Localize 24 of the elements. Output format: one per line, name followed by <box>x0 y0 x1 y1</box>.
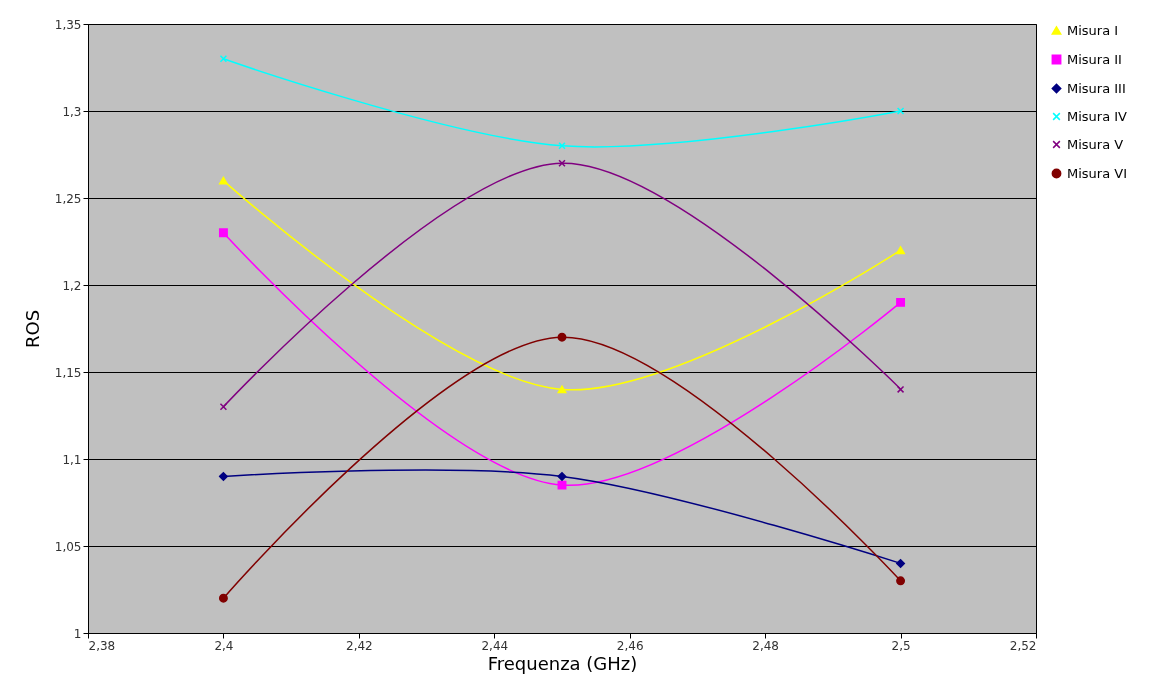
y-axis-title: ROS <box>21 309 43 349</box>
legend-label: Misura II <box>1067 51 1122 67</box>
x-tick-label: 2,4 <box>214 638 234 653</box>
x-tick-label: 2,46 <box>616 638 644 653</box>
x-tick-label: 2,42 <box>346 638 373 653</box>
y-tick-label: 1,2 <box>62 278 82 293</box>
x-tick-label: 2,5 <box>891 638 911 653</box>
y-tick-label: 1,35 <box>54 17 82 32</box>
x-tick-label: 2,44 <box>481 638 509 653</box>
legend-label: Misura VI <box>1067 165 1128 181</box>
x-axis-title: Frequenza (GHz) <box>487 652 638 674</box>
y-tick-label: 1 <box>73 626 82 641</box>
legend-label: Misura III <box>1067 80 1126 96</box>
legend-label: Misura IV <box>1067 108 1128 124</box>
y-tick-label: 1,05 <box>54 539 82 554</box>
y-tick-label: 1,3 <box>62 104 82 119</box>
x-tick-label: 2,38 <box>88 638 116 653</box>
y-tick-label: 1,25 <box>54 191 82 206</box>
y-tick-label: 1,1 <box>62 452 82 467</box>
x-tick-label: 2,52 <box>1009 638 1037 653</box>
y-tick-label: 1,15 <box>54 365 82 380</box>
x-tick-label: 2,48 <box>752 638 779 653</box>
legend-label: Misura I <box>1067 22 1119 38</box>
legend-label: Misura V <box>1067 136 1124 152</box>
